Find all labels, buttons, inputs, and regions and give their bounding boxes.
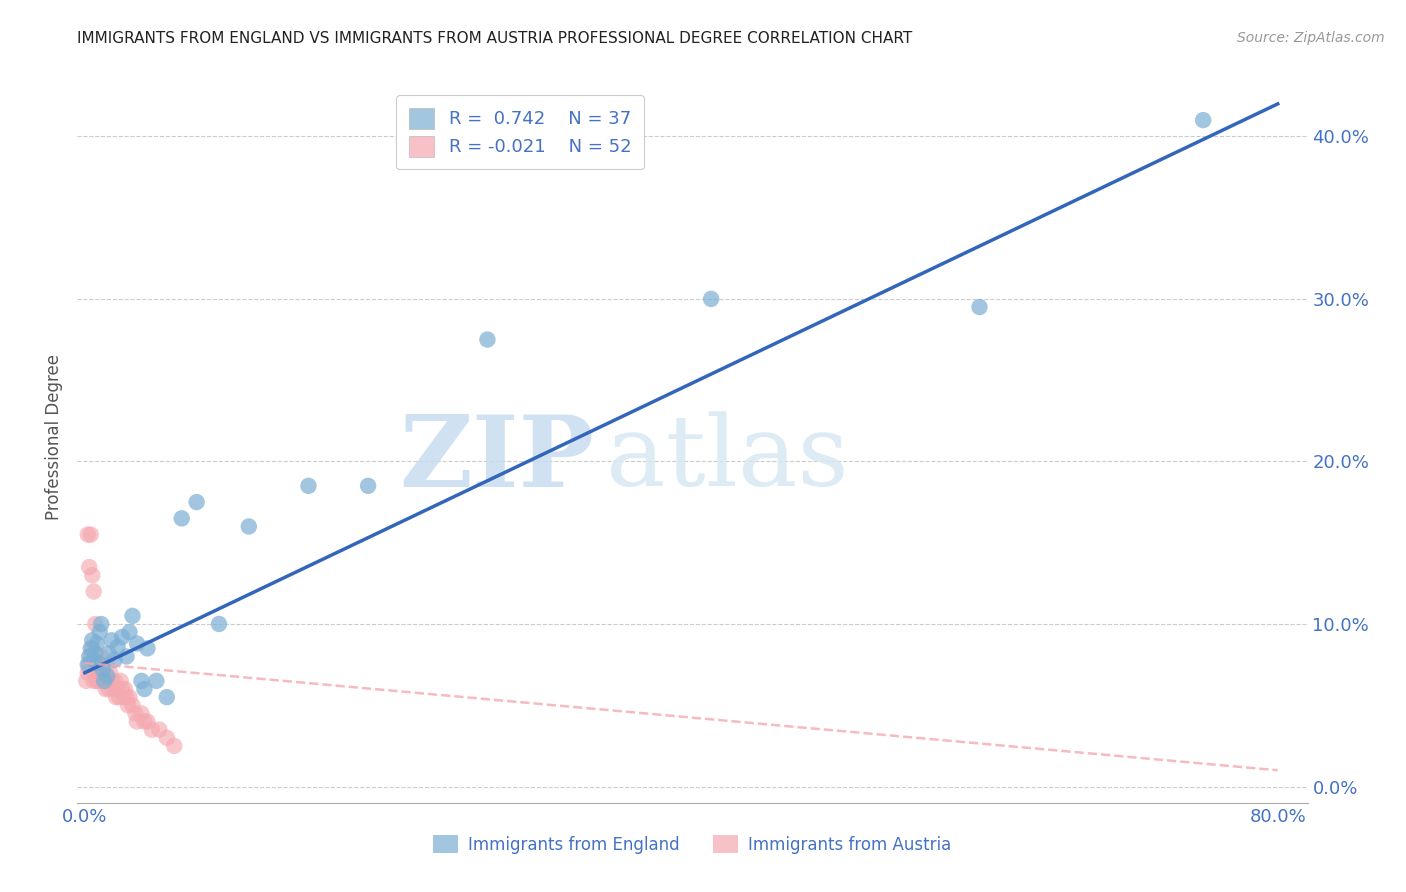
Point	[297, 479, 319, 493]
Point	[80, 527, 103, 541]
Point	[82, 568, 104, 582]
Point	[97, 681, 120, 696]
Point	[98, 665, 121, 680]
Point	[84, 665, 107, 680]
Point	[93, 673, 115, 688]
Point	[477, 333, 499, 347]
Point	[87, 673, 110, 688]
Point	[80, 641, 103, 656]
Point	[156, 731, 179, 745]
Point	[100, 673, 122, 688]
Point	[77, 649, 100, 664]
Point	[87, 657, 110, 672]
Point	[90, 649, 112, 664]
Point	[91, 673, 114, 688]
Point	[91, 663, 114, 677]
Point	[76, 527, 98, 541]
Point	[83, 673, 105, 688]
Point	[125, 714, 148, 729]
Point	[86, 636, 108, 650]
Point	[111, 630, 134, 644]
Point	[77, 657, 100, 672]
Text: IMMIGRANTS FROM ENGLAND VS IMMIGRANTS FROM AUSTRIA PROFESSIONAL DEGREE CORRELATI: IMMIGRANTS FROM ENGLAND VS IMMIGRANTS FR…	[77, 31, 912, 46]
Point	[145, 673, 167, 688]
Point	[1192, 113, 1215, 128]
Point	[96, 657, 118, 672]
Point	[134, 681, 156, 696]
Point	[141, 723, 163, 737]
Point	[93, 673, 115, 688]
Point	[83, 653, 105, 667]
Y-axis label: Professional Degree: Professional Degree	[45, 354, 63, 520]
Point	[76, 665, 98, 680]
Point	[111, 681, 134, 696]
Point	[112, 690, 135, 705]
Point	[89, 625, 111, 640]
Point	[148, 723, 170, 737]
Point	[114, 681, 136, 696]
Point	[238, 519, 260, 533]
Point	[107, 640, 129, 654]
Point	[136, 714, 159, 729]
Text: Source: ZipAtlas.com: Source: ZipAtlas.com	[1237, 31, 1385, 45]
Point	[87, 656, 110, 670]
Point	[86, 673, 108, 688]
Point	[97, 646, 120, 660]
Point	[131, 706, 153, 721]
Point	[118, 690, 141, 705]
Point	[108, 690, 131, 705]
Point	[77, 560, 100, 574]
Point	[163, 739, 186, 753]
Point	[125, 636, 148, 650]
Point	[100, 633, 122, 648]
Point	[208, 617, 231, 632]
Point	[115, 649, 138, 664]
Point	[105, 690, 128, 705]
Point	[156, 690, 179, 705]
Point	[117, 698, 139, 713]
Point	[357, 479, 380, 493]
Point	[121, 698, 143, 713]
Point	[90, 657, 112, 672]
Point	[124, 706, 146, 721]
Point	[84, 646, 107, 660]
Point	[91, 665, 114, 680]
Text: ZIP: ZIP	[399, 410, 595, 508]
Point	[101, 681, 124, 696]
Point	[82, 641, 104, 656]
Point	[89, 673, 111, 688]
Point	[75, 673, 97, 688]
Text: atlas: atlas	[606, 411, 849, 507]
Point	[118, 625, 141, 640]
Point	[89, 665, 111, 680]
Point	[104, 653, 127, 667]
Point	[969, 300, 991, 314]
Point	[84, 617, 107, 632]
Point	[90, 617, 112, 632]
Point	[136, 641, 159, 656]
Point	[131, 673, 153, 688]
Point	[82, 633, 104, 648]
Point	[86, 657, 108, 672]
Point	[96, 669, 118, 683]
Point	[80, 649, 103, 664]
Point	[83, 584, 105, 599]
Point	[110, 673, 132, 688]
Point	[115, 690, 138, 705]
Point	[96, 673, 118, 688]
Point	[94, 681, 117, 696]
Point	[186, 495, 208, 509]
Point	[170, 511, 193, 525]
Point	[134, 714, 156, 729]
Point	[76, 657, 98, 672]
Point	[107, 681, 129, 696]
Legend: Immigrants from England, Immigrants from Austria: Immigrants from England, Immigrants from…	[426, 829, 959, 860]
Point	[121, 608, 143, 623]
Point	[104, 673, 127, 688]
Point	[700, 292, 723, 306]
